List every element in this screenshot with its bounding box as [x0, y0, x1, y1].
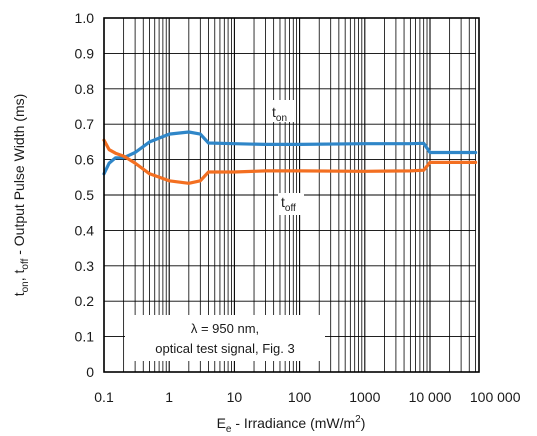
y-tick-label: 0.7	[75, 116, 95, 132]
y-tick-label: 0	[86, 364, 94, 380]
y-axis-title-p1: t	[11, 292, 27, 296]
y-axis-title-s2: off	[20, 258, 31, 269]
y-tick-label: 0.1	[75, 329, 95, 345]
y-tick-label: 0.5	[75, 187, 95, 203]
x-tick-label: 100 000	[470, 389, 521, 405]
x-tick-label: 0.1	[94, 389, 114, 405]
series-label-toff-bg	[278, 193, 304, 215]
x-axis-title: Ee - Irradiance (mW/m2)	[217, 414, 366, 435]
series-label-ton: ton	[268, 100, 296, 124]
series-label-toff: toff	[278, 193, 304, 215]
x-tick-label: 100	[288, 389, 312, 405]
series-label-ton-sub: on	[276, 113, 287, 124]
svg-text:ton: ton	[272, 104, 287, 124]
series-label-ton-bg	[268, 100, 296, 122]
annotation: λ = 950 nm, optical test signal, Fig. 3	[125, 315, 325, 361]
y-axis-title-s1: on	[20, 281, 31, 292]
y-axis-title-p3: - Output Pulse Width (ms)	[11, 94, 27, 259]
y-tick-label: 0.3	[75, 258, 95, 274]
x-axis-title-end: )	[361, 415, 366, 431]
x-axis-title-rest: - Irradiance (mW/m	[231, 415, 355, 431]
y-axis-title-p2: , t	[11, 269, 27, 281]
x-tick-label: 1	[165, 389, 173, 405]
tick-labels: 00.10.20.30.40.50.60.70.80.91.00.1 1 10 100…	[75, 10, 521, 405]
annotation-line-2: optical test signal, Fig. 3	[155, 341, 294, 356]
x-tick-label: 10 000	[409, 389, 452, 405]
series-layer	[102, 130, 478, 185]
y-tick-label: 0.2	[75, 293, 95, 309]
x-tick-label: 10	[227, 389, 243, 405]
series-label-ton-main: t	[272, 104, 276, 120]
annotation-box	[125, 315, 325, 361]
y-tick-label: 1.0	[75, 10, 95, 26]
y-tick-label: 0.9	[75, 45, 95, 61]
annotation-line-1: λ = 950 nm,	[191, 321, 259, 336]
svg-text:toff: toff	[281, 194, 296, 214]
x-axis-title-sup: 2	[355, 414, 361, 425]
y-tick-label: 0.4	[75, 222, 95, 238]
y-tick-label: 0.6	[75, 152, 95, 168]
y-axis-title: ton, toff - Output Pulse Width (ms)	[11, 94, 31, 297]
series-label-toff-sub: off	[285, 203, 296, 214]
x-tick-label: 1000	[349, 389, 380, 405]
series-label-toff-main: t	[281, 194, 285, 210]
x-axis-title-sub: e	[226, 424, 232, 435]
plot-frame	[103, 17, 480, 373]
series-line-toff	[102, 138, 478, 185]
y-tick-label: 0.8	[75, 81, 95, 97]
x-axis-title-main: E	[217, 415, 226, 431]
